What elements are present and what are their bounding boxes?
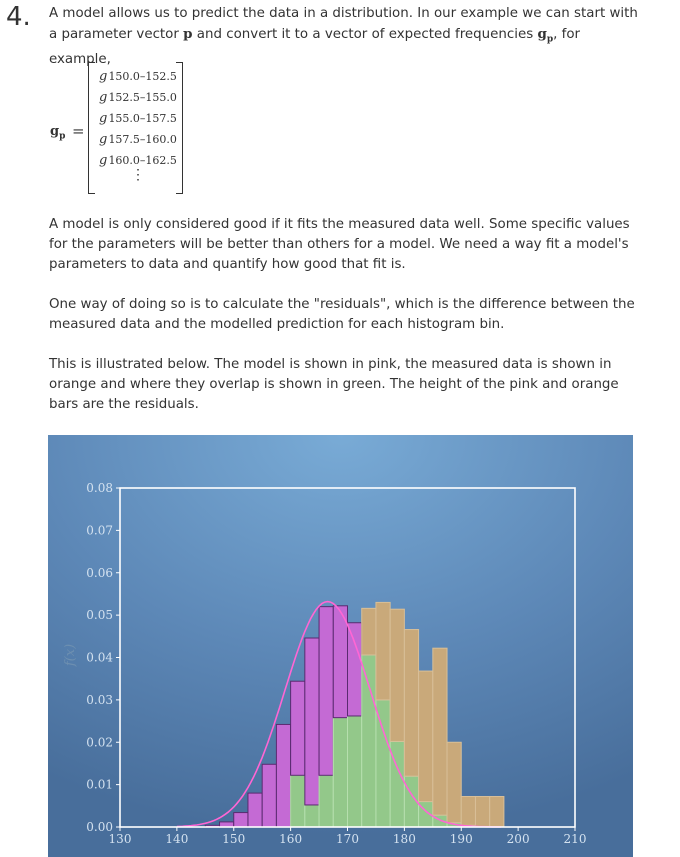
- x-tick-label: 160: [279, 832, 302, 846]
- equals-sign: =: [72, 122, 85, 140]
- measured-residual-bar: [474, 795, 491, 828]
- model-residual-bar: [290, 680, 306, 776]
- y-tick-label: 0.08: [86, 481, 113, 495]
- model-residual-bar: [304, 637, 320, 806]
- x-tick-label: 210: [564, 832, 587, 846]
- x-tick-label: 200: [507, 832, 530, 846]
- model-residual-bar: [275, 723, 292, 828]
- measured-residual-bar: [432, 647, 448, 816]
- overlap-bar: [332, 717, 348, 828]
- y-tick-label: 0.05: [86, 608, 113, 622]
- x-tick-label: 150: [222, 832, 245, 846]
- model-residual-bar: [318, 606, 334, 776]
- model-residual-bar: [247, 792, 263, 828]
- overlap-bar: [318, 774, 334, 828]
- vector-entry: g 155.0–157.5: [99, 111, 177, 126]
- intro-text-c: , for example,: [49, 27, 581, 67]
- measured-residual-bar: [460, 795, 476, 826]
- measured-residual-bar: [418, 670, 434, 803]
- x-tick-label: 170: [336, 832, 359, 846]
- residuals-paragraph: One way of doing so is to calculate the …: [49, 297, 635, 332]
- overlap-bar: [375, 699, 391, 828]
- measured-residual-bar: [403, 629, 420, 777]
- overlap-bar: [304, 804, 320, 828]
- overlap-bar: [347, 715, 363, 828]
- model-fit-paragraph: A model is only considered good if it fi…: [49, 217, 630, 272]
- measured-residual-bar: [361, 607, 377, 656]
- x-tick-label: 190: [450, 832, 473, 846]
- x-tick-label: 180: [393, 832, 416, 846]
- intro-paragraph: A model allows us to predict the data in…: [49, 4, 639, 70]
- param-vector-symbol: p: [183, 26, 193, 42]
- vector-entry: g 157.5–160.0: [99, 132, 177, 147]
- measured-residual-bar: [446, 741, 462, 824]
- model-residual-bar: [347, 622, 363, 717]
- ticks-layer: 130 140 150 160 170 180 190 200 210 0.00 0.01 0.02 0…: [86, 481, 586, 846]
- vector-label: gp: [50, 124, 66, 142]
- right-bracket: [176, 62, 183, 194]
- y-tick-label: 0.01: [86, 778, 113, 792]
- y-axis-label: f(x): [63, 644, 78, 667]
- vector-label-subscript: p: [59, 131, 66, 142]
- vector-entry: g 150.0–152.5: [99, 69, 177, 84]
- overlap-bar: [290, 774, 306, 828]
- measured-residual-bar: [389, 608, 405, 742]
- bars-layer: [204, 601, 505, 828]
- vector-entry: g 160.0–162.5: [99, 153, 177, 168]
- residuals-chart: 130 140 150 160 170 180 190 200 210 0.00 0.01 0.02 0…: [48, 435, 633, 857]
- x-tick-label: 130: [109, 832, 132, 846]
- y-tick-label: 0.04: [86, 651, 113, 665]
- overlap-bar: [361, 654, 377, 828]
- freq-vector-subscript: p: [546, 34, 554, 45]
- y-tick-label: 0.06: [86, 566, 113, 580]
- model-curve: [176, 600, 502, 828]
- illustration-paragraph: This is illustrated below. The model is …: [49, 357, 619, 412]
- left-bracket: [88, 62, 95, 194]
- model-residual-bar: [261, 763, 277, 828]
- y-tick-label: 0.07: [86, 523, 113, 537]
- step-number: 4.: [6, 2, 31, 32]
- intro-text-a: A model allows us to predict the data in…: [49, 6, 638, 42]
- y-tick-label: 0.03: [86, 693, 113, 707]
- vector-continuation: ⋮: [131, 167, 145, 183]
- measured-residual-bar: [375, 601, 391, 701]
- freq-vector-symbol: g: [537, 26, 547, 42]
- chart-svg: 130 140 150 160 170 180 190 200 210 0.00 0.01 0.02 0…: [48, 435, 633, 857]
- model-residual-bar: [233, 812, 249, 828]
- intro-text-b: and convert it to a vector of expected f…: [192, 27, 538, 42]
- x-tick-label: 140: [165, 832, 188, 846]
- measured-residual-bar: [489, 795, 505, 828]
- model-residual-bar: [332, 605, 348, 719]
- y-tick-label: 0.00: [86, 820, 113, 834]
- vector-entry: g 152.5–155.0: [99, 90, 177, 105]
- y-tick-label: 0.02: [86, 735, 113, 749]
